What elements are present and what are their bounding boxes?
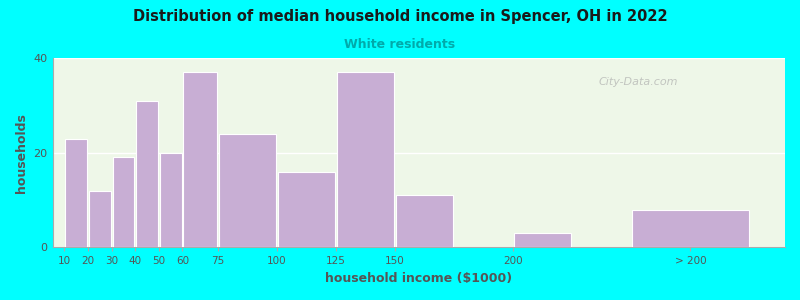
Bar: [278, 172, 335, 248]
Text: City-Data.com: City-Data.com: [598, 77, 678, 87]
Bar: [89, 190, 110, 248]
Y-axis label: households: households: [15, 113, 28, 193]
Text: White residents: White residents: [345, 38, 455, 50]
Bar: [632, 209, 749, 247]
Bar: [113, 158, 134, 248]
Bar: [160, 153, 182, 247]
Bar: [514, 233, 571, 247]
Bar: [183, 72, 217, 248]
Bar: [66, 139, 87, 247]
X-axis label: household income ($1000): household income ($1000): [326, 272, 512, 285]
Bar: [219, 134, 276, 248]
Bar: [396, 195, 454, 248]
Text: Distribution of median household income in Spencer, OH in 2022: Distribution of median household income …: [133, 9, 667, 24]
Bar: [136, 100, 158, 247]
Bar: [337, 72, 394, 248]
